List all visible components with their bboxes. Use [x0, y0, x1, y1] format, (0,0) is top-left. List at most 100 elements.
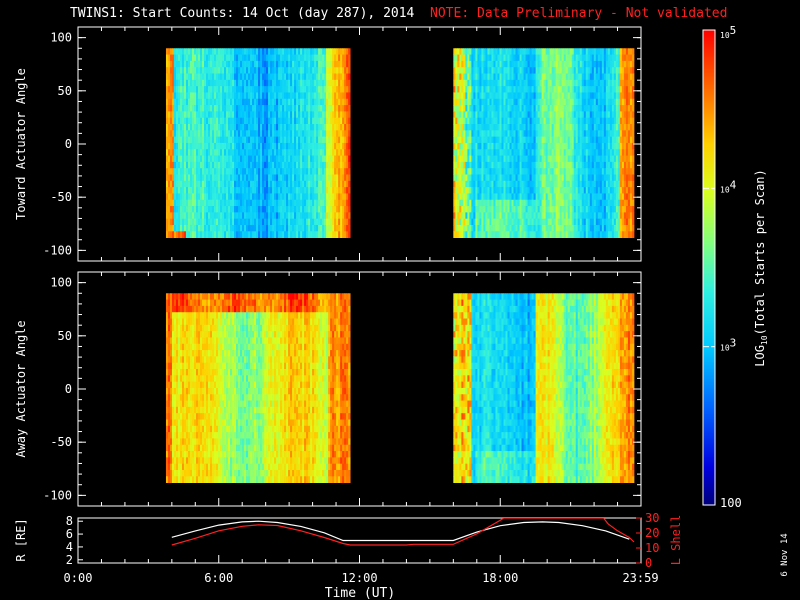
heatmap-cell	[461, 67, 464, 74]
heatmap-cell	[485, 130, 488, 138]
heatmap-cell	[206, 98, 209, 106]
heatmap-cell	[344, 199, 347, 207]
heatmap-cell	[252, 193, 255, 201]
heatmap-cell	[316, 79, 319, 87]
heatmap-cell	[577, 231, 581, 238]
heatmap-cell	[479, 174, 482, 182]
heatmap-cell	[234, 48, 237, 55]
heatmap-cell	[485, 199, 488, 207]
heatmap-cell	[507, 98, 510, 106]
heatmap-cell	[463, 136, 466, 144]
heatmap-cell	[527, 54, 530, 62]
heatmap-cell	[292, 193, 295, 201]
heatmap-cell	[527, 168, 530, 175]
heatmap-cell	[256, 92, 259, 100]
heatmap-cell	[242, 79, 245, 87]
heatmap-cell	[226, 73, 229, 81]
heatmap-cell	[175, 212, 179, 220]
heatmap-cell	[513, 73, 516, 81]
heatmap-cell	[551, 124, 555, 131]
heatmap-cell	[487, 98, 490, 106]
heatmap-cell	[286, 79, 289, 87]
heatmap-cell	[467, 67, 470, 74]
heatmap-cell	[310, 111, 313, 119]
heatmap-cell	[232, 79, 235, 87]
heatmap-cell	[565, 155, 569, 163]
heatmap-cell	[248, 174, 251, 182]
heatmap-cell	[344, 48, 347, 55]
heatmap-cell	[296, 218, 299, 226]
heatmap-cell	[565, 199, 569, 207]
heatmap-cell	[577, 67, 581, 74]
heatmap-cell	[296, 67, 299, 74]
heatmap-cell	[501, 54, 504, 62]
heatmap-cell	[175, 98, 179, 106]
heatmap-cell	[280, 124, 283, 131]
heatmap-cell	[214, 136, 217, 144]
heatmap-cell	[264, 187, 267, 194]
heatmap-cell	[212, 168, 215, 175]
heatmap-cell	[485, 168, 488, 175]
heatmap-cell	[300, 92, 303, 100]
heatmap-cell	[581, 142, 585, 150]
heatmap-cell	[191, 60, 195, 68]
heatmap-cell	[485, 86, 488, 93]
heatmap-cell	[185, 161, 189, 169]
heatmap-cell	[457, 67, 460, 74]
heatmap-cell	[527, 187, 530, 194]
heatmap-cell	[535, 92, 539, 100]
heatmap-cell	[338, 199, 341, 207]
heatmap-cell	[232, 111, 235, 119]
heatmap-cell	[507, 86, 510, 93]
heatmap-cell	[300, 174, 303, 182]
heatmap-cell	[549, 218, 553, 226]
heatmap-cell	[286, 193, 289, 201]
heatmap-cell	[238, 48, 241, 55]
heatmap-cell	[302, 136, 305, 144]
heatmap-cell	[294, 149, 297, 156]
heatmap-cell	[260, 105, 263, 112]
heatmap-cell	[573, 136, 577, 144]
heatmap-cell	[228, 212, 231, 220]
heatmap-cell	[342, 161, 345, 169]
heatmap-cell	[511, 111, 514, 119]
heatmap-cell	[183, 206, 187, 213]
heatmap-cell	[254, 48, 257, 55]
heatmap-cell	[539, 105, 543, 112]
heatmap-cell	[527, 98, 530, 106]
heatmap-cell	[187, 136, 191, 144]
heatmap-cell	[513, 168, 516, 175]
heatmap-cell	[559, 174, 563, 182]
heatmap-cell	[547, 161, 551, 169]
heatmap-cell	[326, 130, 329, 138]
heatmap-cell	[218, 168, 221, 175]
heatmap-cell	[202, 54, 205, 62]
heatmap-cell	[332, 218, 335, 226]
heatmap-cell	[228, 111, 231, 119]
heatmap-cell	[288, 60, 291, 68]
heatmap-cell	[187, 187, 191, 194]
heatmap-cell	[197, 161, 201, 169]
heatmap-cell	[547, 174, 551, 182]
heatmap-cell	[181, 111, 185, 119]
heatmap-cell	[244, 168, 247, 175]
heatmap-cell	[485, 193, 488, 201]
heatmap-cell	[469, 161, 472, 169]
heatmap-cell	[193, 79, 197, 87]
heatmap-cell	[234, 73, 237, 81]
heatmap-cell	[179, 98, 183, 106]
heatmap-cell	[312, 168, 315, 175]
heatmap-cell	[541, 79, 545, 87]
heatmap-cell	[204, 224, 207, 232]
heatmap-cell	[294, 86, 297, 93]
heatmap-cell	[527, 149, 530, 156]
heatmap-cell	[473, 136, 476, 144]
heatmap-cell	[491, 48, 494, 55]
heatmap-cell	[300, 161, 303, 169]
heatmap-cell	[505, 105, 508, 112]
heatmap-cell	[509, 67, 512, 74]
heatmap-cell	[521, 98, 524, 106]
heatmap-cell	[521, 92, 524, 100]
heatmap-cell	[204, 79, 207, 87]
heatmap-cell	[286, 206, 289, 213]
